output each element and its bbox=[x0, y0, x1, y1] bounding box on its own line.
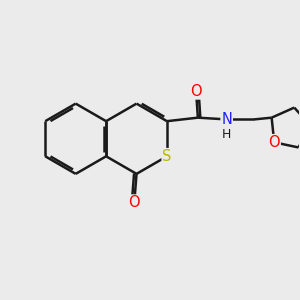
Text: O: O bbox=[190, 84, 202, 99]
Text: H: H bbox=[222, 128, 231, 141]
Text: S: S bbox=[162, 149, 172, 164]
Text: O: O bbox=[128, 195, 140, 210]
Text: N: N bbox=[221, 112, 232, 127]
Text: O: O bbox=[268, 135, 280, 150]
